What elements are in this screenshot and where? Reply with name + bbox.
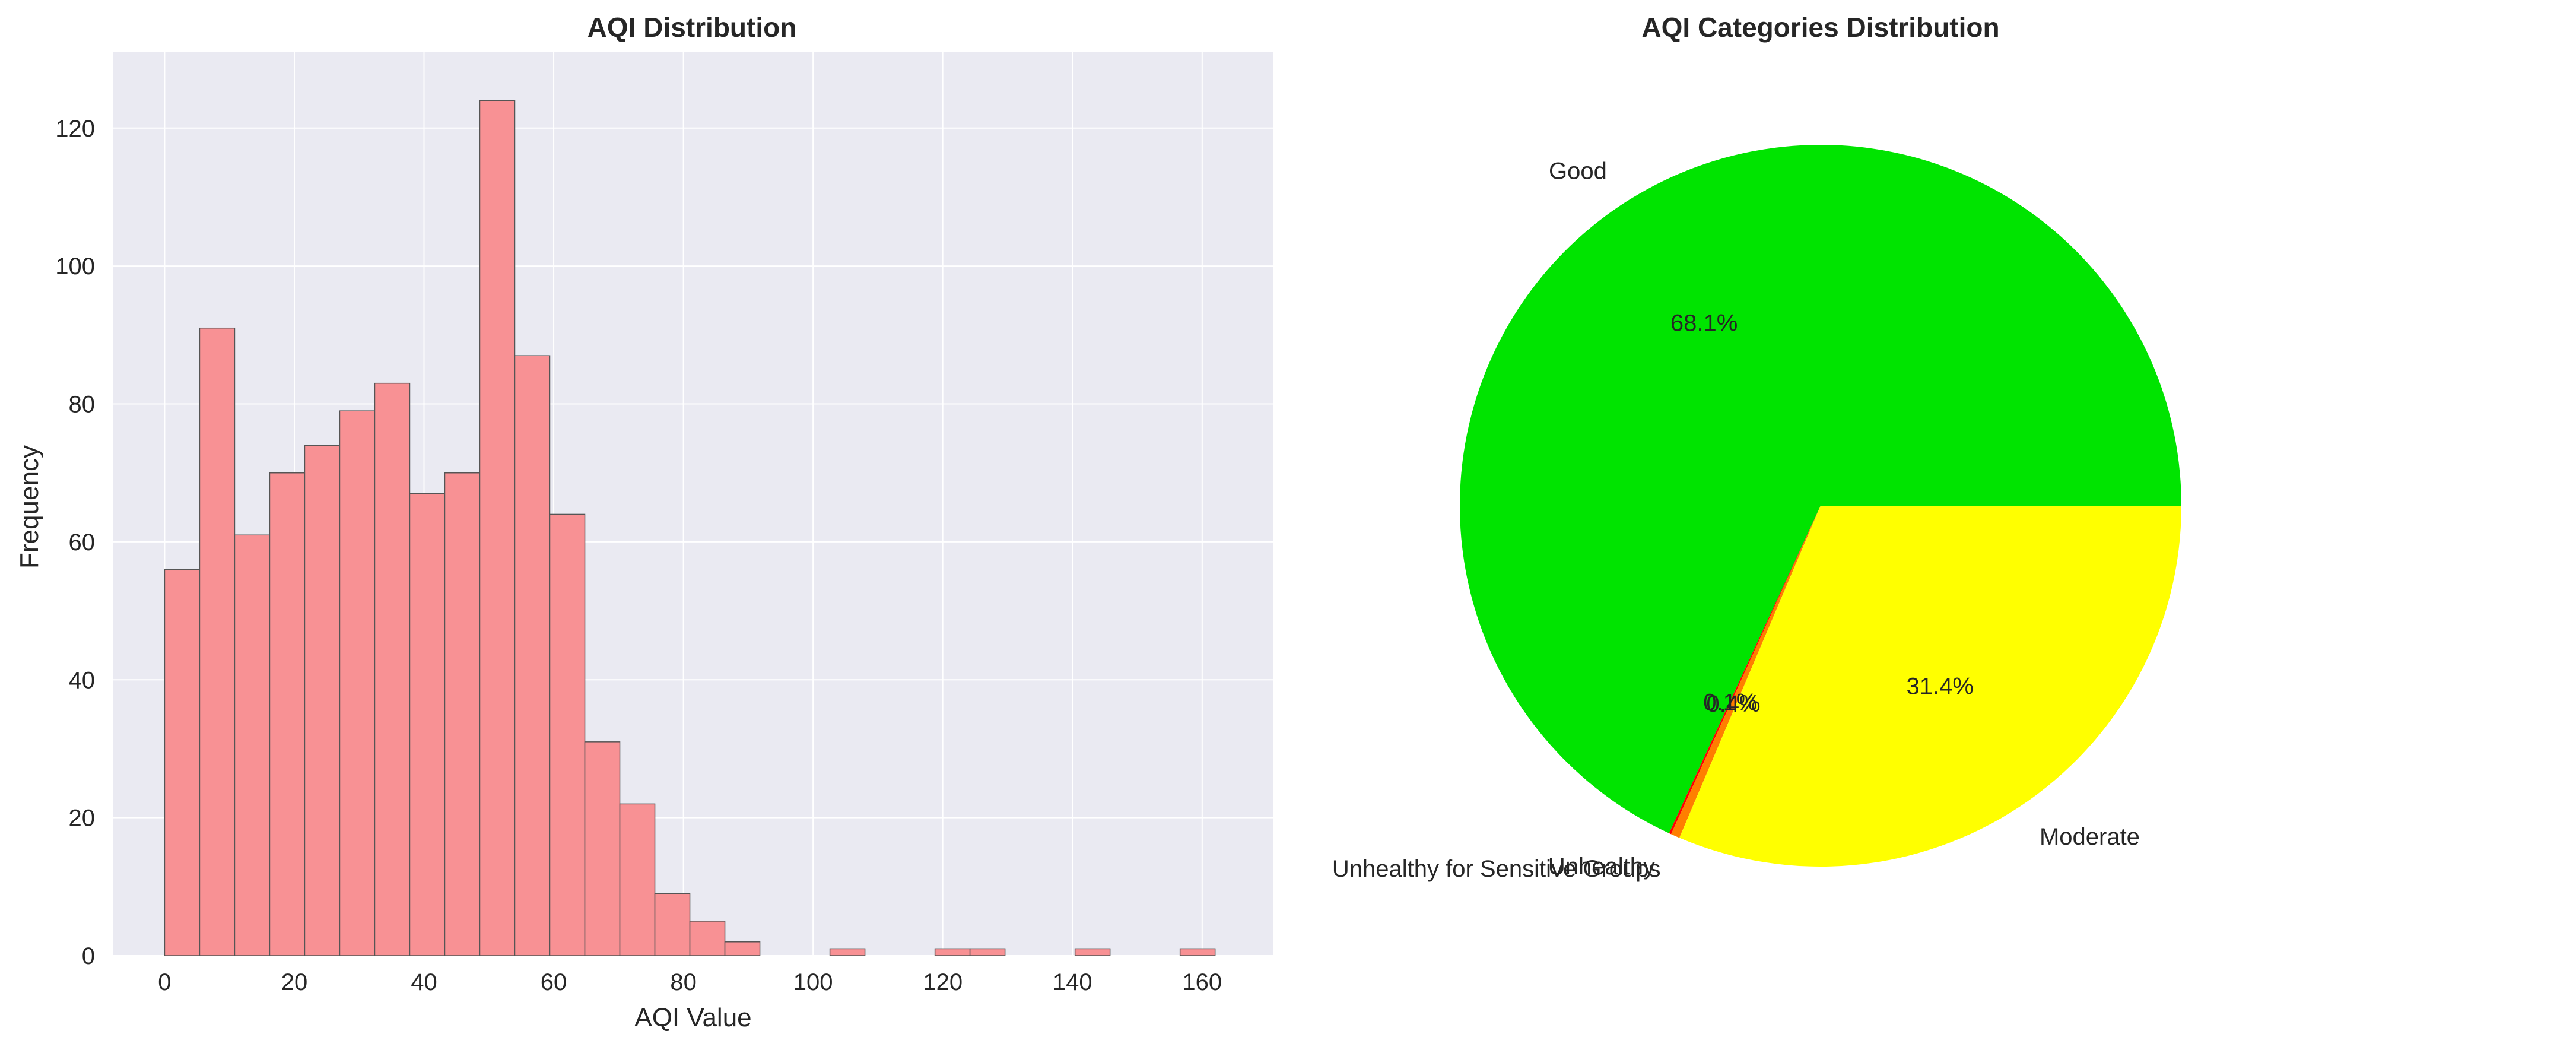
- histogram-y-axis-label: Frequency: [15, 445, 44, 569]
- x-tick-label: 40: [411, 969, 437, 995]
- histogram-bar-10: [514, 355, 551, 956]
- pie-label: Unhealthy: [1548, 854, 1655, 880]
- histogram-bar-1: [199, 327, 236, 956]
- pie-label: Unhealthy for Sensitive Groups: [1332, 856, 1661, 882]
- histogram-chart: AQI Distribution 0 20 40 60 80 100 120 140 160 0…: [15, 12, 1273, 1032]
- histogram-bar-11: [549, 513, 586, 956]
- histogram-bar-6: [374, 382, 411, 956]
- pie-label: Good: [1549, 158, 1607, 184]
- histogram-bar-4: [304, 445, 341, 956]
- y-tick-label: 40: [69, 667, 96, 693]
- y-tick-label: 20: [69, 805, 96, 832]
- pie-percent-label: 0.4%: [1706, 691, 1760, 717]
- pie-percent-label: 0.1%: [1703, 690, 1757, 716]
- histogram-bar-2: [234, 534, 271, 956]
- x-tick-label: 80: [670, 969, 697, 995]
- histogram-x-ticks: 0 20 40 60 80 100 120 140 160: [158, 969, 1222, 995]
- histogram-bar-15: [689, 921, 726, 956]
- pie-percent-label: 68.1%: [1670, 310, 1738, 337]
- histogram-bar-3: [269, 472, 306, 956]
- x-tick-label: 120: [923, 969, 963, 995]
- y-tick-label: 0: [82, 943, 95, 969]
- pie-slice-3: [1679, 506, 2181, 867]
- histogram-bar-12: [584, 741, 621, 956]
- x-tick-label: 100: [793, 969, 833, 995]
- pie-percent-label: 31.4%: [1907, 673, 1974, 699]
- pie-slice-1: [1669, 506, 1821, 835]
- x-tick-label: 160: [1182, 969, 1222, 995]
- histogram-bar-14: [654, 893, 691, 956]
- histogram-bar-19: [829, 948, 866, 956]
- pie-chart: AQI Categories Distribution Good 68.1% Unh…: [1332, 12, 2181, 882]
- histogram-y-ticks: 0 20 40 60 80 100 120: [55, 116, 95, 969]
- histogram-bar-7: [409, 493, 446, 956]
- histogram-bar-0: [164, 569, 201, 956]
- histogram-bar-13: [619, 803, 656, 956]
- x-tick-label: 140: [1053, 969, 1092, 995]
- pie-label: Moderate: [2040, 824, 2140, 850]
- y-tick-label: 120: [55, 116, 95, 142]
- histogram-bar-8: [444, 472, 481, 956]
- x-tick-label: 20: [281, 969, 308, 995]
- histogram-title: AQI Distribution: [587, 12, 797, 43]
- pie-title: AQI Categories Distribution: [1641, 12, 1999, 43]
- histogram-bar-23: [969, 948, 1006, 956]
- histogram-bar-22: [934, 948, 971, 956]
- histogram-bar-26: [1074, 948, 1111, 956]
- y-tick-label: 100: [55, 253, 95, 280]
- y-tick-label: 60: [69, 529, 96, 556]
- pie-slice-0: [1460, 144, 2181, 833]
- histogram-bar-29: [1179, 948, 1216, 956]
- pie-labels: Good 68.1% Unhealthy 0.1% Unhealthy for Sens…: [1332, 158, 2140, 882]
- histogram-bar-5: [339, 410, 376, 956]
- pie-slices: [1460, 144, 2181, 867]
- pie-slice-2: [1671, 506, 1821, 838]
- x-tick-label: 60: [541, 969, 567, 995]
- y-tick-label: 80: [69, 392, 96, 418]
- x-tick-label: 0: [158, 969, 171, 995]
- histogram-bar-9: [479, 100, 516, 956]
- histogram-bars: [164, 100, 1216, 956]
- histogram-x-axis-label: AQI Value: [634, 1003, 751, 1032]
- histogram-bar-16: [724, 941, 761, 956]
